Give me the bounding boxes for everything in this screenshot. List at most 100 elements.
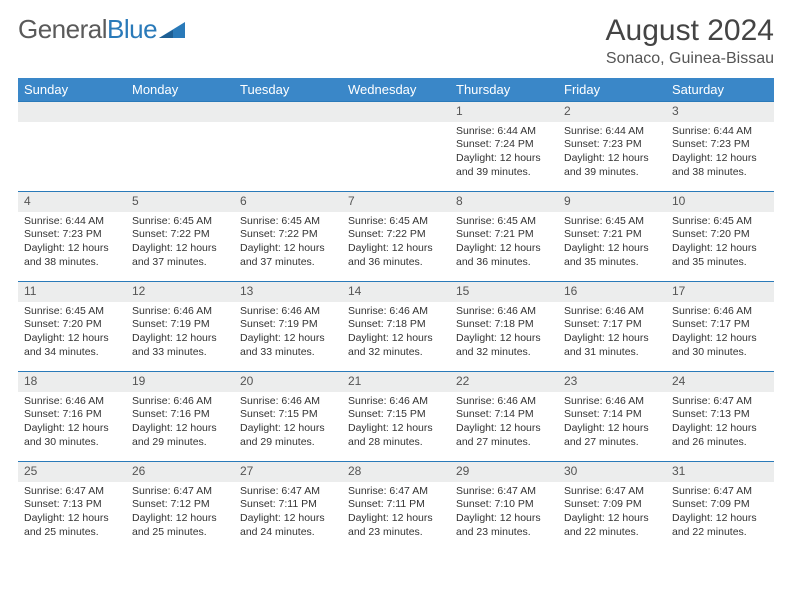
sunset-line: Sunset: 7:11 PM xyxy=(240,498,336,512)
sunrise-line: Sunrise: 6:47 AM xyxy=(348,485,444,499)
sunset-line: Sunset: 7:09 PM xyxy=(672,498,768,512)
day-number xyxy=(126,101,234,122)
cell-body: Sunrise: 6:47 AMSunset: 7:09 PMDaylight:… xyxy=(666,482,774,544)
cell-body: Sunrise: 6:46 AMSunset: 7:15 PMDaylight:… xyxy=(234,392,342,454)
sunrise-line: Sunrise: 6:44 AM xyxy=(24,215,120,229)
day-number: 28 xyxy=(342,461,450,482)
daylight-line: Daylight: 12 hours and 37 minutes. xyxy=(240,242,336,269)
sunset-line: Sunset: 7:10 PM xyxy=(456,498,552,512)
day-number: 26 xyxy=(126,461,234,482)
calendar-cell: 7Sunrise: 6:45 AMSunset: 7:22 PMDaylight… xyxy=(342,191,450,281)
sunset-line: Sunset: 7:19 PM xyxy=(240,318,336,332)
calendar-cell xyxy=(126,101,234,191)
daylight-line: Daylight: 12 hours and 38 minutes. xyxy=(672,152,768,179)
sunset-line: Sunset: 7:09 PM xyxy=(564,498,660,512)
daylight-line: Daylight: 12 hours and 36 minutes. xyxy=(348,242,444,269)
calendar-cell: 28Sunrise: 6:47 AMSunset: 7:11 PMDayligh… xyxy=(342,461,450,551)
sunrise-line: Sunrise: 6:45 AM xyxy=(672,215,768,229)
weekday-header: Tuesday xyxy=(234,78,342,101)
calendar-cell: 23Sunrise: 6:46 AMSunset: 7:14 PMDayligh… xyxy=(558,371,666,461)
sunset-line: Sunset: 7:22 PM xyxy=(348,228,444,242)
cell-body: Sunrise: 6:45 AMSunset: 7:20 PMDaylight:… xyxy=(666,212,774,274)
sunrise-line: Sunrise: 6:47 AM xyxy=(672,395,768,409)
calendar-cell: 5Sunrise: 6:45 AMSunset: 7:22 PMDaylight… xyxy=(126,191,234,281)
sunrise-line: Sunrise: 6:46 AM xyxy=(348,305,444,319)
daylight-line: Daylight: 12 hours and 29 minutes. xyxy=(132,422,228,449)
calendar-cell: 14Sunrise: 6:46 AMSunset: 7:18 PMDayligh… xyxy=(342,281,450,371)
day-number: 8 xyxy=(450,191,558,212)
calendar-cell: 10Sunrise: 6:45 AMSunset: 7:20 PMDayligh… xyxy=(666,191,774,281)
cell-body: Sunrise: 6:45 AMSunset: 7:22 PMDaylight:… xyxy=(126,212,234,274)
sunset-line: Sunset: 7:16 PM xyxy=(24,408,120,422)
day-number: 2 xyxy=(558,101,666,122)
calendar-cell: 25Sunrise: 6:47 AMSunset: 7:13 PMDayligh… xyxy=(18,461,126,551)
calendar-cell: 6Sunrise: 6:45 AMSunset: 7:22 PMDaylight… xyxy=(234,191,342,281)
brand-part2: Blue xyxy=(107,14,157,45)
daylight-line: Daylight: 12 hours and 25 minutes. xyxy=(24,512,120,539)
calendar-cell: 13 Sunrise: 6:46 AMSunset: 7:19 PMDayligh… xyxy=(234,281,342,371)
cell-body: Sunrise: 6:47 AMSunset: 7:11 PMDaylight:… xyxy=(234,482,342,544)
calendar-cell xyxy=(18,101,126,191)
sunset-line: Sunset: 7:17 PM xyxy=(672,318,768,332)
calendar-table: SundayMondayTuesdayWednesdayThursdayFrid… xyxy=(18,78,774,551)
daylight-line: Daylight: 12 hours and 30 minutes. xyxy=(672,332,768,359)
calendar-cell: 18Sunrise: 6:46 AMSunset: 7:16 PMDayligh… xyxy=(18,371,126,461)
calendar-cell: 24Sunrise: 6:47 AMSunset: 7:13 PMDayligh… xyxy=(666,371,774,461)
daylight-line: Daylight: 12 hours and 27 minutes. xyxy=(456,422,552,449)
sunset-line: Sunset: 7:15 PM xyxy=(348,408,444,422)
calendar-cell: 17Sunrise: 6:46 AMSunset: 7:17 PMDayligh… xyxy=(666,281,774,371)
daylight-line: Daylight: 12 hours and 35 minutes. xyxy=(564,242,660,269)
day-number: 20 xyxy=(234,371,342,392)
sunset-line: Sunset: 7:13 PM xyxy=(672,408,768,422)
day-number: 11 xyxy=(18,281,126,302)
calendar-cell: 1Sunrise: 6:44 AMSunset: 7:24 PMDaylight… xyxy=(450,101,558,191)
sunrise-line: Sunrise: 6:45 AM xyxy=(132,215,228,229)
calendar-cell: 27Sunrise: 6:47 AMSunset: 7:11 PMDayligh… xyxy=(234,461,342,551)
day-number: 12 xyxy=(126,281,234,302)
cell-body: Sunrise: 6:44 AMSunset: 7:23 PMDaylight:… xyxy=(18,212,126,274)
cell-body: Sunrise: 6:47 AMSunset: 7:12 PMDaylight:… xyxy=(126,482,234,544)
daylight-line: Daylight: 12 hours and 32 minutes. xyxy=(456,332,552,359)
cell-body: Sunrise: 6:45 AMSunset: 7:20 PMDaylight:… xyxy=(18,302,126,364)
sunrise-line: Sunrise: 6:46 AM xyxy=(240,305,336,319)
calendar-week-row: 25Sunrise: 6:47 AMSunset: 7:13 PMDayligh… xyxy=(18,461,774,551)
day-number: 24 xyxy=(666,371,774,392)
sunset-line: Sunset: 7:19 PM xyxy=(132,318,228,332)
sunset-line: Sunset: 7:17 PM xyxy=(564,318,660,332)
calendar-cell xyxy=(342,101,450,191)
sunset-line: Sunset: 7:24 PM xyxy=(456,138,552,152)
day-number: 19 xyxy=(126,371,234,392)
day-number: 21 xyxy=(342,371,450,392)
sunset-line: Sunset: 7:14 PM xyxy=(456,408,552,422)
sunset-line: Sunset: 7:12 PM xyxy=(132,498,228,512)
day-number: 23 xyxy=(558,371,666,392)
sunset-line: Sunset: 7:20 PM xyxy=(24,318,120,332)
sunrise-line: Sunrise: 6:45 AM xyxy=(564,215,660,229)
sunrise-line: Sunrise: 6:47 AM xyxy=(672,485,768,499)
daylight-line: Daylight: 12 hours and 22 minutes. xyxy=(672,512,768,539)
cell-body: Sunrise: 6:44 AMSunset: 7:23 PMDaylight:… xyxy=(558,122,666,184)
daylight-line: Daylight: 12 hours and 23 minutes. xyxy=(348,512,444,539)
daylight-line: Daylight: 12 hours and 28 minutes. xyxy=(348,422,444,449)
day-number: 15 xyxy=(450,281,558,302)
sunrise-line: Sunrise: 6:44 AM xyxy=(672,125,768,139)
sunrise-line: Sunrise: 6:45 AM xyxy=(348,215,444,229)
brand-part1: General xyxy=(18,14,107,45)
sunrise-line: Sunrise: 6:46 AM xyxy=(24,395,120,409)
title-block: August 2024 Sonaco, Guinea-Bissau xyxy=(606,14,774,68)
calendar-cell: 9Sunrise: 6:45 AMSunset: 7:21 PMDaylight… xyxy=(558,191,666,281)
sunrise-line: Sunrise: 6:45 AM xyxy=(240,215,336,229)
daylight-line: Daylight: 12 hours and 33 minutes. xyxy=(240,332,336,359)
sunrise-line: Sunrise: 6:46 AM xyxy=(132,305,228,319)
calendar-cell xyxy=(234,101,342,191)
sunrise-line: Sunrise: 6:46 AM xyxy=(564,305,660,319)
daylight-line: Daylight: 12 hours and 37 minutes. xyxy=(132,242,228,269)
daylight-line: Daylight: 12 hours and 29 minutes. xyxy=(240,422,336,449)
cell-body: Sunrise: 6:45 AMSunset: 7:22 PMDaylight:… xyxy=(234,212,342,274)
calendar-body: 1Sunrise: 6:44 AMSunset: 7:24 PMDaylight… xyxy=(18,101,774,551)
calendar-cell: 11Sunrise: 6:45 AMSunset: 7:20 PMDayligh… xyxy=(18,281,126,371)
calendar-week-row: 18Sunrise: 6:46 AMSunset: 7:16 PMDayligh… xyxy=(18,371,774,461)
day-number: 13 xyxy=(234,281,342,302)
sunset-line: Sunset: 7:23 PM xyxy=(672,138,768,152)
calendar-cell: 8Sunrise: 6:45 AMSunset: 7:21 PMDaylight… xyxy=(450,191,558,281)
